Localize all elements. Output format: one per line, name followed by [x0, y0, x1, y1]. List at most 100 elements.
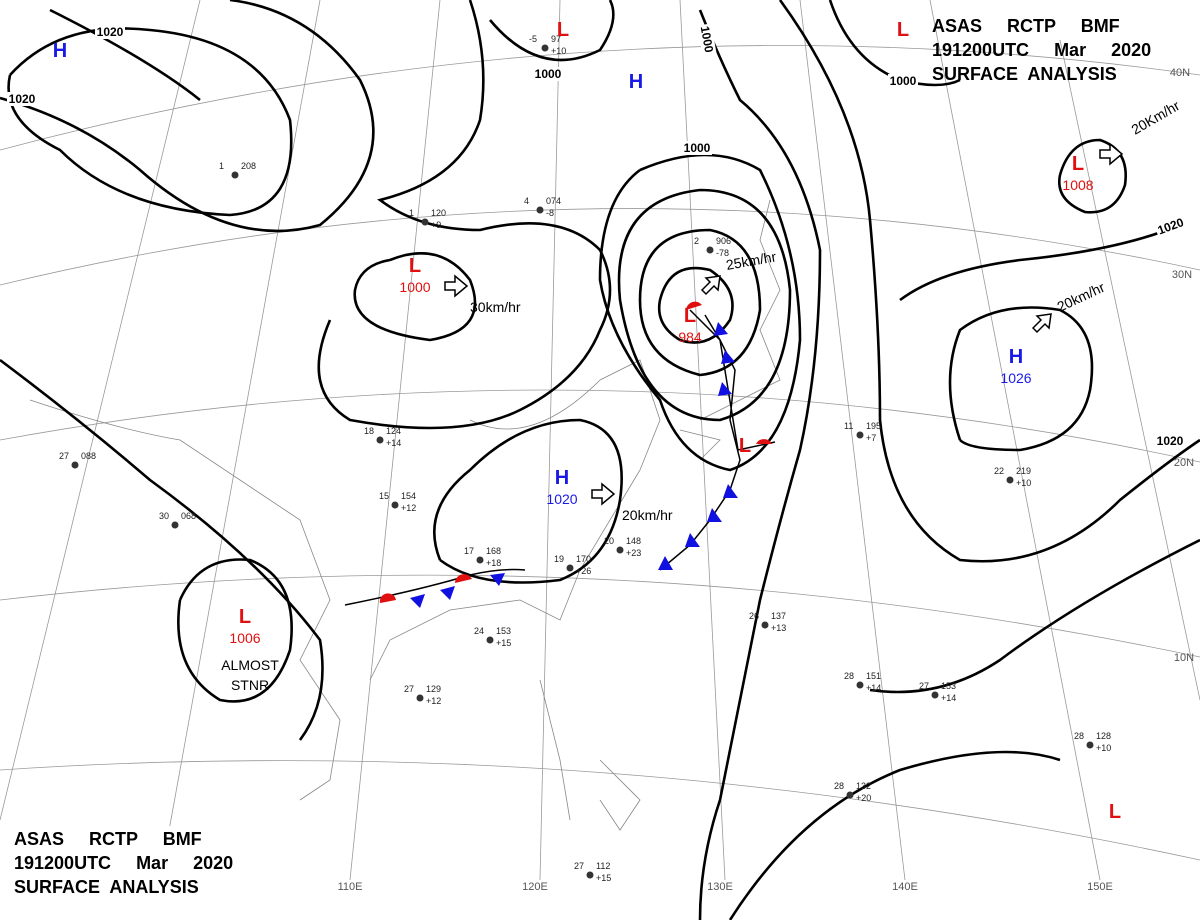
station-temp: 11 — [844, 421, 853, 431]
station-dot — [856, 431, 864, 439]
header-bottom-left: ASAS RCTP BMF 191200UTC Mar 2020 SURFACE… — [14, 829, 233, 897]
isobar-label-bg — [1154, 214, 1188, 238]
station-tendency: +10 — [1096, 743, 1111, 753]
center-symbol: L — [684, 305, 696, 327]
station-tendency: +12 — [401, 503, 416, 513]
header-line: 191200UTC Mar 2020 — [932, 40, 1151, 60]
center-symbol: L — [239, 606, 251, 628]
isobar-label: 1020 — [1157, 434, 1184, 448]
station-tendency: +26 — [576, 566, 591, 576]
station-tendency: +13 — [771, 623, 786, 633]
isobar-label-bg — [533, 67, 563, 81]
header-line: SURFACE ANALYSIS — [14, 877, 199, 897]
motion-speed: 20km/hr — [622, 507, 673, 523]
station-dot — [586, 871, 594, 879]
header-line: ASAS RCTP BMF — [14, 829, 202, 849]
header-box — [8, 826, 240, 902]
isobar-label-bg — [1155, 434, 1185, 448]
station-tendency: +14 — [941, 693, 956, 703]
isobar-label-bg — [95, 25, 125, 39]
station-temp: 18 — [364, 426, 374, 436]
station-dot — [231, 171, 239, 179]
station-pressure: 148 — [626, 536, 641, 546]
station-temp: 30 — [159, 511, 169, 521]
isobar-label: 1000 — [684, 141, 711, 155]
station-temp: 20 — [604, 536, 614, 546]
station-pressure: 074 — [546, 196, 561, 206]
station-tendency: +15 — [596, 873, 611, 883]
isobar-label-bg — [697, 23, 717, 56]
graticule — [0, 0, 1200, 881]
station-pressure: 906 — [716, 236, 731, 246]
station-pressure: 151 — [866, 671, 881, 681]
station-dot — [566, 564, 574, 572]
station-temp: 27 — [574, 861, 584, 871]
station-tendency: +14 — [866, 683, 881, 693]
station-dot — [1086, 741, 1094, 749]
station-pressure: 219 — [1016, 466, 1031, 476]
station-temp: -5 — [529, 34, 537, 44]
latitude-label: 20N — [1174, 457, 1194, 469]
station-pressure: 129 — [426, 684, 441, 694]
stationary-note: ALMOST STNR — [221, 657, 279, 693]
header-line: 191200UTC Mar 2020 — [14, 853, 233, 873]
center-pressure: 1006 — [229, 630, 260, 646]
fronts — [344, 301, 776, 608]
isobar-label: 1000 — [535, 67, 562, 81]
center-pressure: 1008 — [1062, 177, 1093, 193]
station-dot — [541, 44, 549, 52]
motion-arrows — [444, 142, 1124, 506]
station-temp: 19 — [554, 554, 564, 564]
station-dot — [761, 621, 769, 629]
isobar-label: 1020 — [97, 25, 124, 39]
station-dot — [486, 636, 494, 644]
station-temp: 24 — [474, 626, 484, 636]
station-temp: 28 — [834, 781, 844, 791]
station-temp: 15 — [379, 491, 389, 501]
station-dot — [421, 218, 429, 226]
station-tendency: -78 — [716, 248, 729, 258]
station-pressure: 170 — [576, 554, 591, 564]
isobar-label-bg — [682, 141, 712, 155]
header-top-right: ASAS RCTP BMF 191200UTC Mar 2020 SURFACE… — [932, 16, 1151, 84]
coastlines — [29, 199, 781, 831]
header-line: SURFACE ANALYSIS — [932, 64, 1117, 84]
center-symbol: H — [53, 40, 67, 62]
center-pressure: 984 — [678, 329, 702, 345]
isobar-label: 1020 — [9, 92, 36, 106]
station-dot — [846, 791, 854, 799]
station-dot — [476, 556, 484, 564]
station-pressure: 168 — [486, 546, 501, 556]
station-tendency: +10 — [551, 46, 566, 56]
station-dot — [536, 206, 544, 214]
station-tendency: +23 — [626, 548, 641, 558]
station-dot — [391, 501, 399, 509]
center-symbol: H — [1009, 346, 1023, 368]
isobar-label-bg — [888, 74, 918, 88]
longitude-label: 150E — [1087, 881, 1113, 893]
station-pressure: 132 — [856, 781, 871, 791]
station-pressure: 208 — [241, 161, 256, 171]
center-pressure: 1000 — [399, 279, 430, 295]
header-line: ASAS RCTP BMF — [932, 16, 1120, 36]
station-tendency: +15 — [496, 638, 511, 648]
station-temp: 28 — [844, 671, 854, 681]
station-pressure: 137 — [771, 611, 786, 621]
station-temp: 27 — [404, 684, 414, 694]
station-dot — [171, 521, 179, 529]
center-symbol: H — [629, 71, 643, 93]
station-tendency: +20 — [856, 793, 871, 803]
station-dot — [931, 691, 939, 699]
station-tendency: +12 — [426, 696, 441, 706]
station-temp: 22 — [994, 466, 1004, 476]
isobar-label: 1000 — [698, 25, 716, 54]
center-symbol: L — [739, 435, 751, 457]
station-dot — [416, 694, 424, 702]
longitude-label: 130E — [707, 881, 733, 893]
isobar-label-bg — [7, 92, 37, 106]
longitude-label: 110E — [338, 881, 363, 893]
latitude-label: 10N — [1174, 652, 1194, 664]
